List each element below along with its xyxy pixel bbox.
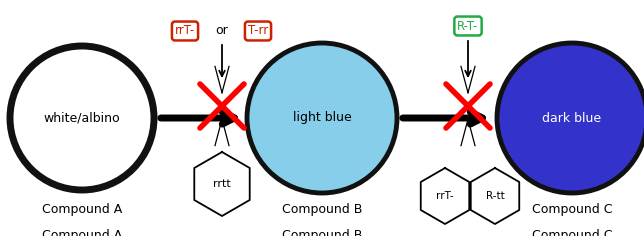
Text: rrT-: rrT- <box>175 25 195 38</box>
Text: Compound C: Compound C <box>532 203 612 216</box>
Text: white/albino: white/albino <box>44 111 120 125</box>
Circle shape <box>10 46 154 190</box>
Text: rrT-: rrT- <box>436 191 454 201</box>
Text: light blue: light blue <box>292 111 352 125</box>
Text: R-T-: R-T- <box>457 20 478 33</box>
Circle shape <box>497 43 644 193</box>
Text: Compound A: Compound A <box>42 203 122 216</box>
Circle shape <box>247 43 397 193</box>
Text: R-tt: R-tt <box>486 191 504 201</box>
Text: Compound C: Compound C <box>532 229 612 236</box>
Text: T-rr: T-rr <box>248 25 268 38</box>
Text: Compound A: Compound A <box>42 229 122 236</box>
Text: or: or <box>216 25 229 38</box>
Text: Compound B: Compound B <box>282 229 362 236</box>
Text: rrtt: rrtt <box>213 179 231 189</box>
Text: Compound B: Compound B <box>282 203 362 216</box>
Text: dark blue: dark blue <box>542 111 601 125</box>
